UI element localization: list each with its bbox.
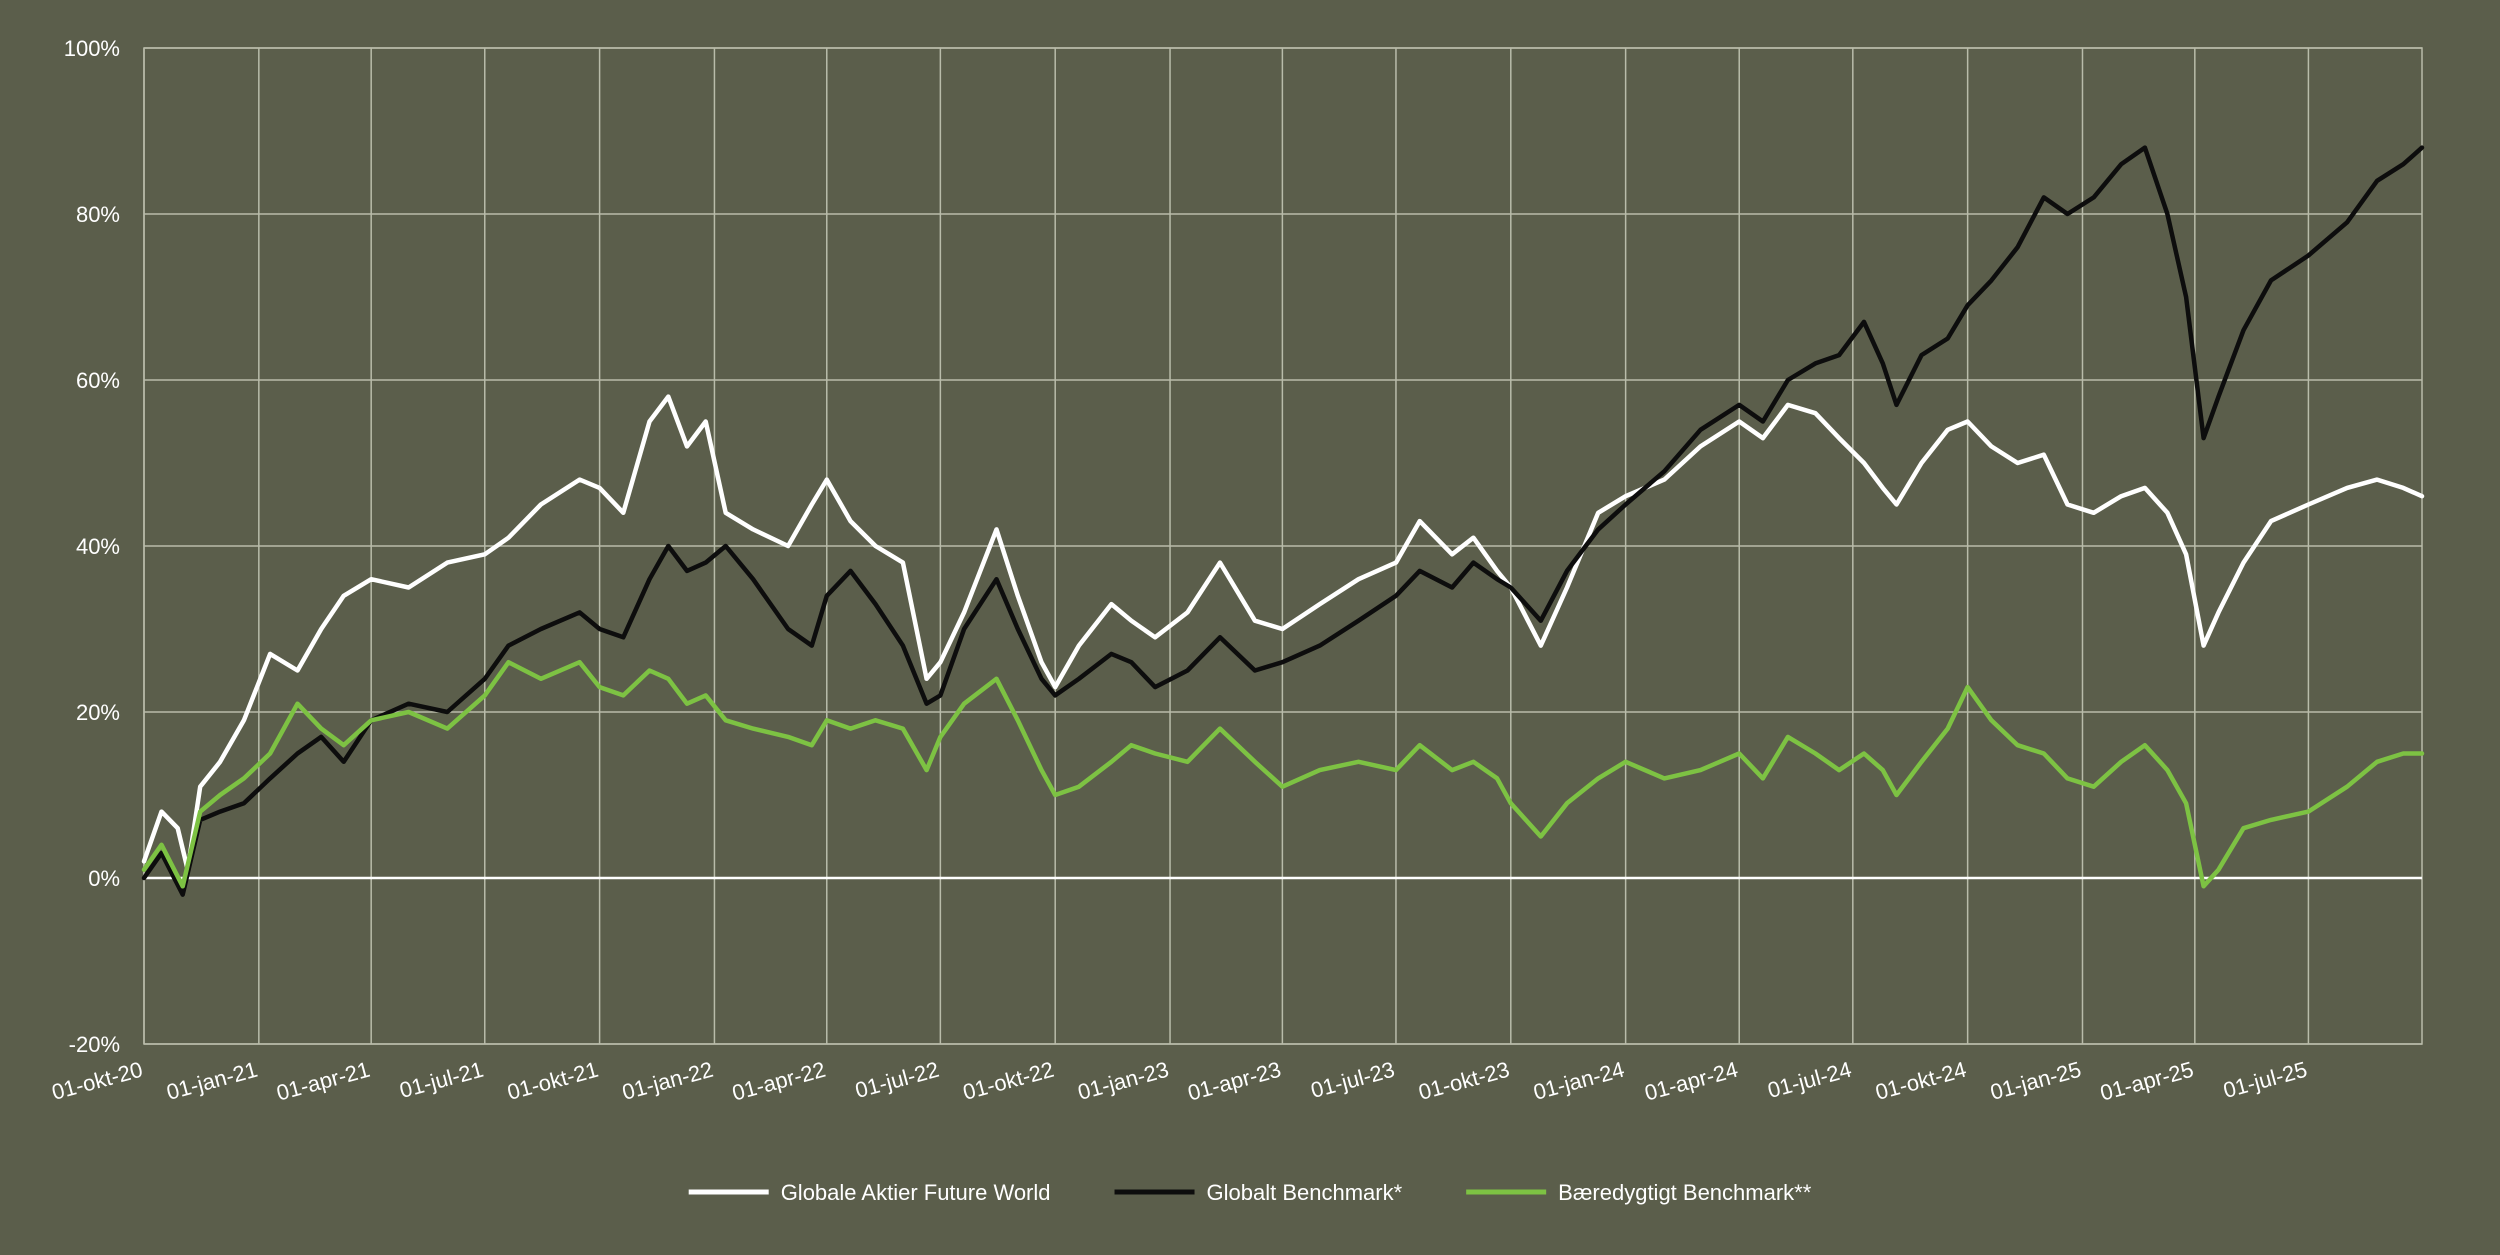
x-tick-label: 01-jul-23: [1308, 1057, 1397, 1103]
legend-label: Globale Aktier Future World: [781, 1180, 1051, 1205]
y-axis: -20% 0% 20% 40% 60% 80% 100%: [64, 36, 120, 1057]
y-tick-label: 60%: [76, 368, 120, 393]
x-tick-label: 01-jan-23: [1075, 1057, 1171, 1105]
series-line-1: [141, 394, 2425, 872]
gridlines: [143, 47, 2423, 1045]
x-tick-label: 01-okt-21: [505, 1057, 601, 1105]
legend-item-3: Bæredygtigt Benchmark**: [1466, 1180, 1812, 1205]
x-tick-label: 01-okt-20: [49, 1057, 145, 1105]
x-tick-label: 01-apr-23: [1185, 1057, 1284, 1106]
x-tick-label: 01-jul-22: [852, 1057, 941, 1103]
legend-label: Bæredygtigt Benchmark**: [1558, 1180, 1812, 1205]
x-tick-label: 01-jan-24: [1531, 1057, 1627, 1105]
legend-label: Globalt Benchmark*: [1207, 1180, 1403, 1205]
y-tick-label: 20%: [76, 700, 120, 725]
y-tick-label: 0%: [88, 866, 120, 891]
series-lines: [141, 145, 2425, 897]
x-axis: 01-okt-20 01-jan-21 01-apr-21 01-jul-21 01-o…: [49, 1057, 2310, 1106]
x-tick-label: 01-jan-22: [619, 1057, 715, 1105]
x-tick-label: 01-jul-24: [1765, 1057, 1854, 1103]
legend-item-2: Globalt Benchmark*: [1114, 1180, 1403, 1205]
x-tick-label: 01-jul-25: [2221, 1057, 2310, 1103]
series-line-3: [141, 659, 2425, 889]
x-tick-label: 01-apr-21: [274, 1057, 373, 1106]
x-tick-label: 01-jul-21: [397, 1057, 486, 1103]
x-tick-label: 01-apr-22: [729, 1057, 828, 1106]
series-line-2: [141, 145, 2425, 897]
y-tick-label: 80%: [76, 202, 120, 227]
x-tick-label: 01-okt-22: [960, 1057, 1056, 1105]
x-tick-label: 01-okt-24: [1873, 1057, 1969, 1105]
legend-item-1: Globale Aktier Future World: [688, 1180, 1051, 1205]
legend: Globale Aktier Future World Globalt Bench…: [688, 1180, 1812, 1205]
x-tick-label: 01-apr-24: [1642, 1057, 1741, 1106]
y-tick-label: 40%: [76, 534, 120, 559]
y-tick-label: -20%: [69, 1032, 120, 1057]
y-tick-label: 100%: [64, 36, 120, 61]
x-tick-label: 01-apr-25: [2098, 1057, 2197, 1106]
x-tick-label: 01-okt-23: [1416, 1057, 1512, 1105]
x-tick-label: 01-jan-25: [1988, 1057, 2084, 1105]
x-tick-label: 01-jan-21: [164, 1057, 260, 1105]
